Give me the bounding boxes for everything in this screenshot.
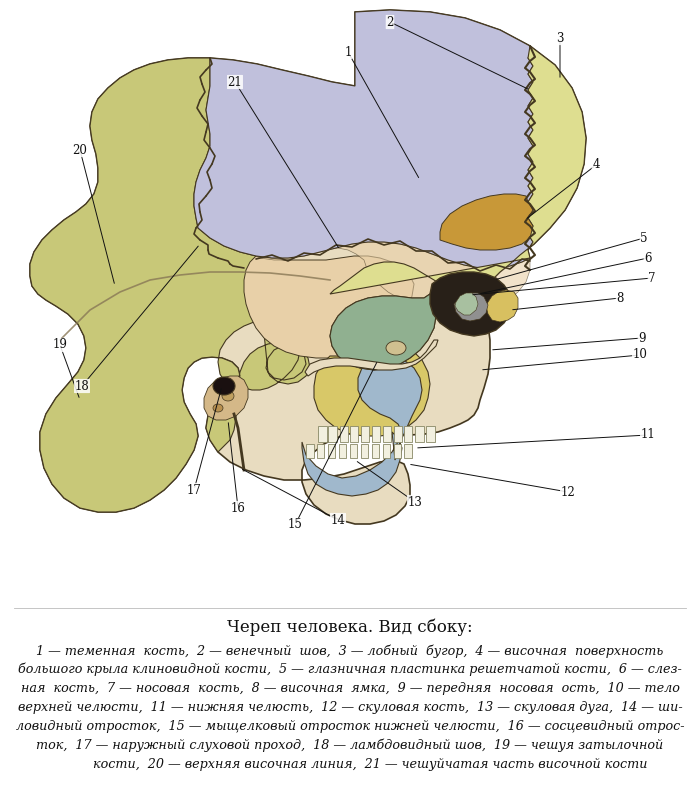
Ellipse shape <box>213 404 223 412</box>
Polygon shape <box>440 194 533 250</box>
Polygon shape <box>30 58 310 512</box>
Polygon shape <box>204 376 248 420</box>
Bar <box>404 444 412 458</box>
Text: 16: 16 <box>230 501 246 515</box>
Bar <box>393 444 400 458</box>
Bar <box>350 444 357 458</box>
Text: 15: 15 <box>288 519 302 531</box>
Ellipse shape <box>213 377 235 395</box>
Text: 4: 4 <box>592 158 600 172</box>
Text: 14: 14 <box>330 513 345 527</box>
Polygon shape <box>244 256 414 358</box>
Bar <box>383 444 390 458</box>
Text: 20: 20 <box>73 143 88 157</box>
Text: 9: 9 <box>638 331 645 345</box>
Polygon shape <box>314 342 430 436</box>
Bar <box>372 426 380 442</box>
Text: верхней челюсти,  11 — нижняя челюсть,  12 — скуловая кость,  13 — скуловая дуга: верхней челюсти, 11 — нижняя челюсть, 12… <box>18 701 682 714</box>
Bar <box>393 426 402 442</box>
Text: ловидный отросток,  15 — мыщелковый отросток нижней челюсти,  16 — сосцевидный о: ловидный отросток, 15 — мыщелковый отрос… <box>15 720 685 733</box>
Text: 21: 21 <box>228 76 242 88</box>
Text: Череп человека. Вид сбоку:: Череп человека. Вид сбоку: <box>228 618 472 635</box>
Text: 11: 11 <box>640 428 655 442</box>
Polygon shape <box>330 46 586 294</box>
Bar <box>328 444 335 458</box>
Ellipse shape <box>222 391 234 401</box>
Text: ная  кость,  7 — носовая  кость,  8 — височная  ямка,  9 — передняя  носовая  ос: ная кость, 7 — носовая кость, 8 — височн… <box>20 682 680 695</box>
Polygon shape <box>256 242 530 312</box>
Polygon shape <box>455 293 478 315</box>
Bar <box>306 444 314 458</box>
Bar <box>372 444 379 458</box>
Polygon shape <box>486 290 518 322</box>
Text: 6: 6 <box>644 252 652 264</box>
Text: 18: 18 <box>75 379 90 393</box>
Bar <box>318 426 326 442</box>
Text: 8: 8 <box>616 291 624 305</box>
Bar <box>328 426 337 442</box>
Text: 19: 19 <box>52 338 67 352</box>
Polygon shape <box>330 294 436 370</box>
Bar <box>383 426 391 442</box>
Polygon shape <box>305 340 438 376</box>
Polygon shape <box>454 293 488 321</box>
Text: кости,  20 — верхняя височная линия,  21 — чешуйчатая часть височной кости: кости, 20 — верхняя височная линия, 21 —… <box>52 758 648 771</box>
Text: 1 — теменная  кость,  2 — венечный  шов,  3 — лобный  бугор,  4 — височная  пове: 1 — теменная кость, 2 — венечный шов, 3 … <box>36 644 664 657</box>
Text: 13: 13 <box>407 496 422 508</box>
Ellipse shape <box>386 341 406 355</box>
Text: ток,  17 — наружный слуховой проход,  18 — ламбдовидный шов,  19 — чешуя затылоч: ток, 17 — наружный слуховой проход, 18 —… <box>36 739 664 752</box>
Text: 1: 1 <box>344 46 351 58</box>
Text: 10: 10 <box>633 349 648 361</box>
Text: большого крыла клиновидной кости,  5 — глазничная пластинка решетчатой кости,  6: большого крыла клиновидной кости, 5 — гл… <box>18 663 682 677</box>
Bar <box>361 426 369 442</box>
Bar <box>414 426 424 442</box>
Text: 7: 7 <box>648 272 656 284</box>
Bar <box>405 426 412 442</box>
Text: 5: 5 <box>640 231 648 245</box>
Polygon shape <box>430 272 512 336</box>
Text: 3: 3 <box>556 31 564 45</box>
Bar <box>340 426 348 442</box>
Bar <box>340 444 346 458</box>
Bar <box>351 426 358 442</box>
Polygon shape <box>330 294 436 370</box>
Polygon shape <box>30 10 586 524</box>
Polygon shape <box>194 10 533 268</box>
Bar <box>426 426 435 442</box>
Text: 12: 12 <box>561 486 575 498</box>
Bar <box>361 444 368 458</box>
Bar <box>317 444 324 458</box>
Text: 2: 2 <box>386 16 393 28</box>
Text: 17: 17 <box>187 483 202 497</box>
Polygon shape <box>302 356 422 496</box>
